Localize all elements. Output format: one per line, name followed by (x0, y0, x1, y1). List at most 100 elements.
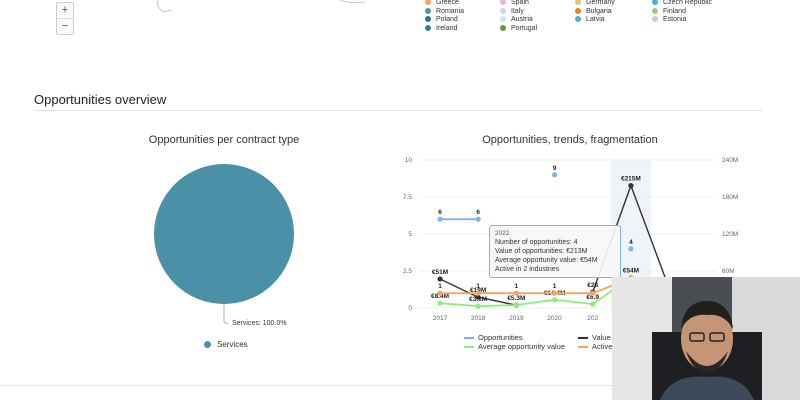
country-legend-label: Czech Republic (663, 0, 713, 6)
pie-chart-title: Opportunities per contract type (148, 134, 300, 146)
y-left-tick-label: 2.5 (403, 268, 412, 275)
legend-marker-icon (652, 0, 658, 6)
data-label: €54M (623, 267, 639, 274)
data-label: €3.1M (469, 296, 487, 303)
pie-legend-item[interactable]: Services (204, 340, 248, 349)
legend-marker-icon (500, 24, 506, 31)
country-legend-item[interactable]: Greece (425, 0, 459, 7)
x-tick-label: 2019 (509, 315, 524, 322)
legend-marker-icon (500, 16, 506, 23)
x-tick-label: 2018 (471, 315, 486, 322)
data-point (551, 172, 558, 178)
legend-marker-icon (575, 16, 581, 23)
country-legend-item[interactable]: Ireland (425, 24, 457, 33)
legend-marker-icon (464, 337, 474, 340)
data-point (475, 290, 481, 296)
data-point (590, 290, 596, 296)
country-legend-label: Ireland (436, 24, 458, 32)
section-title: Opportunities overview (34, 92, 167, 107)
country-legend-label: Germany (586, 0, 615, 6)
pie-legend-marker (204, 341, 211, 349)
data-point (628, 246, 634, 252)
country-legend-label: Portugal (511, 24, 538, 32)
y-left-tick-label: 0 (408, 305, 412, 312)
country-legend-label: Spain (511, 0, 529, 6)
country-legend-item[interactable]: Spain (500, 0, 529, 7)
data-point (437, 276, 443, 282)
country-legend-label: Estonia (663, 16, 687, 23)
country-legend-item[interactable]: Czech Republic (652, 0, 712, 7)
data-label: €5.3M (507, 295, 525, 302)
country-legend-label: Latvia (586, 16, 605, 23)
zoom-in-button[interactable]: + (57, 3, 73, 19)
country-legend-item[interactable]: Estonia (652, 15, 686, 24)
data-point (513, 302, 519, 308)
data-label: 1 (438, 283, 442, 290)
legend-marker-icon (425, 0, 431, 6)
pie-label-connector (223, 304, 229, 325)
trend-legend-item[interactable]: Value o (578, 333, 617, 342)
data-point (590, 301, 596, 307)
country-legend-item[interactable]: Romania (425, 7, 464, 16)
webcam-overlay (612, 277, 800, 400)
country-legend-label: Greece (436, 0, 459, 6)
data-label: 9 (553, 165, 557, 172)
pie-chart (154, 164, 294, 325)
map-zoom-controls: + − (56, 2, 74, 35)
data-label: 6 (476, 209, 480, 216)
data-point (551, 290, 558, 296)
y-left-tick-label: 10 (405, 157, 413, 164)
pie-legend-label: Services (217, 340, 248, 349)
trend-legend-item[interactable]: Average opportunity value (464, 342, 565, 351)
trend-legend-item[interactable]: Active i (578, 342, 616, 351)
data-label: 1 (476, 283, 480, 290)
country-legend-item[interactable]: Finland (652, 7, 686, 16)
zoom-out-button[interactable]: − (61, 20, 69, 32)
legend-marker-icon (425, 16, 431, 23)
series-line (440, 277, 632, 295)
pie-slice-services[interactable] (154, 164, 294, 304)
country-legend-item[interactable]: Germany (575, 0, 615, 7)
country-legend-item[interactable]: Portugal (500, 24, 537, 33)
trend-legend-item[interactable]: Opportunities (464, 333, 523, 342)
trend-legend-label: Value o (592, 333, 617, 342)
data-point (551, 297, 558, 303)
x-tick-label: 2020 (547, 315, 562, 322)
data-point (475, 294, 481, 300)
y-left-tick-label: 5 (408, 231, 412, 238)
tooltip-year: 2022 (495, 230, 510, 237)
y-left-tick-label: 7.5 (403, 194, 412, 201)
country-legend-item[interactable]: Poland (425, 15, 458, 24)
data-label: 1 (515, 283, 519, 290)
data-point (437, 290, 443, 296)
data-label: 6 (438, 209, 442, 216)
y-right-tick-label: 60M (722, 268, 735, 275)
y-right-tick-label: 240M (722, 157, 738, 164)
series-line (439, 276, 632, 308)
data-point (475, 303, 481, 309)
data-label: €215M (621, 176, 641, 183)
country-legend-item[interactable]: Latvia (575, 15, 605, 24)
y-right-tick-label: 180M (722, 194, 738, 201)
data-point (628, 183, 634, 189)
data-label: €6.9 (586, 294, 599, 301)
country-legend-item[interactable]: Bulgaria (575, 7, 612, 16)
legend-marker-icon (578, 346, 588, 349)
legend-marker-icon (578, 337, 588, 340)
country-legend-item[interactable]: Italy (500, 7, 524, 16)
legend-marker-icon (425, 24, 431, 31)
data-point (437, 216, 443, 222)
trend-legend-label: Average opportunity value (478, 342, 566, 351)
legend-marker-icon (425, 7, 431, 14)
data-label: €28 (587, 282, 598, 289)
map-outline (157, 0, 366, 13)
country-legend-label: Poland (436, 16, 458, 23)
tooltip-line: Average opportunity value: €54M (495, 257, 598, 264)
tooltip-line: Number of opportunities: 4 (495, 239, 578, 246)
data-label: €8.4M (431, 293, 449, 300)
country-legend-label: Italy (511, 7, 524, 15)
pie-slice-label: Services: 100.0% (232, 320, 287, 327)
country-legend-item[interactable]: Austria (500, 15, 533, 24)
section-divider (34, 110, 762, 111)
data-label: €51M (432, 269, 448, 276)
